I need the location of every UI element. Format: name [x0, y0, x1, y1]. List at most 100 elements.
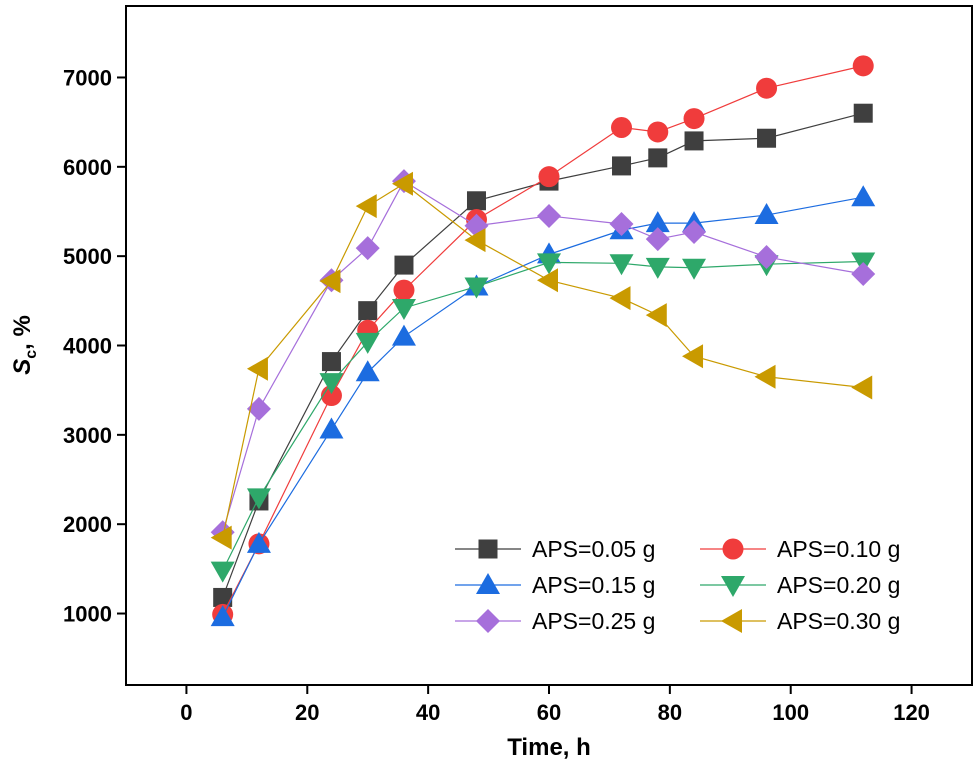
legend: APS=0.05 g APS=0.10 g APS=0.15 g APS=0.20 g… — [455, 536, 900, 634]
x-tick-label: 40 — [416, 700, 440, 725]
legend-item: APS=0.25 g — [455, 608, 655, 634]
data-point — [355, 360, 380, 382]
y-axis-title: Sc, % — [9, 315, 40, 375]
series-line — [222, 65, 864, 615]
y-tick-label: 3000 — [63, 423, 112, 448]
data-point — [537, 268, 558, 293]
data-point — [210, 605, 235, 627]
data-point — [645, 227, 670, 252]
data-point — [645, 257, 670, 279]
y-tick-label: 5000 — [63, 244, 112, 269]
legend-item: APS=0.15 g — [455, 572, 655, 598]
data-point — [355, 332, 380, 354]
data-point — [464, 228, 486, 253]
legend-marker — [722, 538, 744, 560]
series-4 — [210, 252, 876, 583]
data-point — [754, 364, 776, 389]
y-tick-label: 4000 — [63, 334, 112, 359]
legend-label: APS=0.10 g — [777, 536, 900, 562]
y-tick-label: 2000 — [63, 512, 112, 537]
legend-label: APS=0.25 g — [532, 608, 655, 634]
data-point — [756, 77, 778, 99]
data-point — [319, 417, 344, 439]
legend-label: APS=0.30 g — [777, 608, 900, 634]
series-layer — [210, 55, 876, 627]
data-point — [213, 587, 233, 607]
legend-item: APS=0.10 g — [700, 536, 900, 562]
data-point — [210, 561, 235, 583]
data-point — [393, 279, 415, 301]
y-tick-label: 6000 — [63, 155, 112, 180]
data-point — [538, 166, 560, 188]
legend-marker — [721, 609, 742, 633]
data-point — [757, 128, 777, 148]
data-point — [391, 171, 413, 196]
data-point — [683, 108, 705, 130]
legend-marker — [478, 539, 498, 559]
x-tick-label: 100 — [772, 700, 809, 725]
data-point — [851, 262, 876, 287]
data-point — [754, 245, 779, 270]
data-point — [537, 253, 561, 275]
y-axis-title-suffix: , % — [9, 315, 36, 350]
legend-label: APS=0.05 g — [532, 536, 655, 562]
data-point — [648, 148, 668, 168]
data-point — [355, 194, 377, 219]
data-point — [246, 531, 271, 553]
data-point — [853, 103, 873, 123]
plot-frame — [125, 5, 973, 686]
y-axis-title-sub: c — [23, 350, 40, 359]
x-tick-label: 0 — [180, 700, 192, 725]
data-point — [210, 525, 232, 550]
x-tick-label: 20 — [295, 700, 319, 725]
data-point — [684, 131, 704, 151]
data-point — [466, 191, 486, 211]
data-point — [391, 298, 416, 320]
y-axis: 1000 2000 3000 4000 5000 6000 7000 — [63, 65, 126, 627]
data-point — [321, 352, 341, 372]
data-point — [852, 55, 874, 77]
series-line — [222, 260, 864, 571]
data-point — [246, 488, 271, 510]
data-point — [611, 117, 633, 139]
data-point — [645, 303, 667, 328]
series-line — [222, 196, 864, 618]
data-point — [246, 356, 268, 381]
data-point — [464, 277, 489, 299]
legend-item: APS=0.05 g — [455, 536, 655, 562]
data-point — [682, 258, 707, 280]
data-point — [682, 344, 704, 369]
data-point — [319, 373, 344, 395]
legend-label: APS=0.20 g — [777, 572, 900, 598]
legend-item: APS=0.30 g — [700, 608, 900, 634]
x-axis: 0 20 40 60 80 100 120 — [180, 685, 930, 725]
y-tick-label: 7000 — [63, 65, 112, 90]
data-point — [609, 211, 634, 236]
data-point — [319, 269, 341, 294]
series-line — [222, 180, 864, 533]
legend-marker — [721, 576, 745, 597]
series-line — [222, 183, 864, 538]
data-point — [355, 236, 380, 261]
legend-item: APS=0.20 g — [700, 572, 900, 598]
legend-marker — [476, 573, 500, 594]
data-point — [851, 375, 873, 400]
data-point — [609, 286, 631, 311]
data-point — [391, 324, 416, 346]
series-6 — [210, 171, 873, 550]
data-point — [609, 254, 634, 276]
data-point — [358, 301, 378, 321]
data-point — [647, 121, 669, 143]
x-tick-label: 80 — [658, 700, 682, 725]
data-point — [682, 220, 707, 245]
legend-label: APS=0.15 g — [532, 572, 655, 598]
series-line — [222, 112, 864, 598]
x-axis-title: Time, h — [507, 734, 591, 761]
data-point — [246, 396, 271, 421]
x-tick-label: 120 — [893, 700, 930, 725]
legend-marker — [476, 609, 500, 633]
data-point — [754, 203, 779, 225]
y-tick-label: 1000 — [63, 602, 112, 627]
data-point — [851, 185, 876, 207]
